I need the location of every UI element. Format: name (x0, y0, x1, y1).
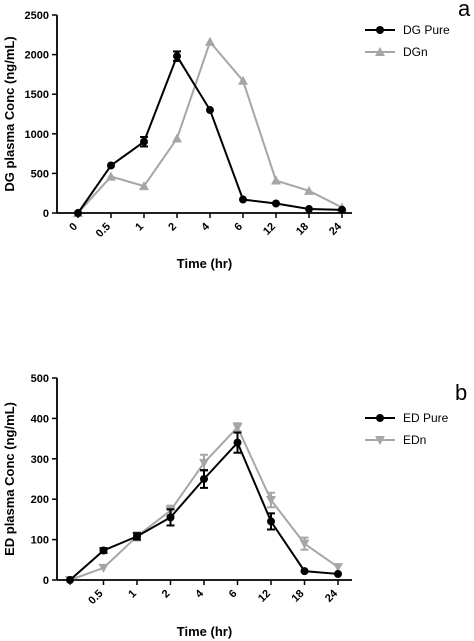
data-point (266, 496, 276, 506)
data-point (239, 195, 247, 204)
data-point (200, 475, 208, 483)
data-point (140, 137, 148, 146)
x-tick-label: 6 (227, 588, 240, 601)
data-point (206, 106, 214, 115)
x-axis-title: Time (hr) (177, 624, 232, 639)
legend-marker (376, 26, 384, 34)
data-point (172, 133, 182, 143)
data-point (173, 52, 181, 61)
legend-label: DGn (403, 45, 428, 59)
x-tick-label: 2 (166, 221, 179, 234)
y-tick-label: 0 (43, 208, 49, 220)
data-point (305, 205, 313, 214)
y-tick-label: 2000 (25, 50, 49, 62)
x-tick-label: 2 (160, 588, 173, 601)
x-tick-label: 18 (289, 588, 306, 605)
legend-marker (375, 47, 385, 56)
data-point (334, 569, 342, 578)
y-tick-label: 1000 (25, 129, 49, 141)
y-axis-title: ED plasma Conc (ng/mL) (2, 402, 17, 556)
data-point (271, 175, 281, 185)
data-point (107, 161, 115, 170)
data-point (199, 458, 209, 468)
y-tick-label: 1500 (25, 89, 49, 101)
data-point (98, 563, 109, 573)
legend-marker (376, 414, 384, 422)
x-tick-label: 0.5 (86, 588, 105, 607)
data-point (139, 181, 149, 191)
x-tick-label: 0.5 (94, 221, 113, 240)
y-tick-label: 500 (31, 168, 49, 180)
x-tick-label: 4 (199, 220, 212, 233)
y-tick-label: 200 (31, 494, 49, 506)
data-point (99, 546, 108, 555)
y-axis-title: DG plasma Conc (ng/mL) (2, 36, 17, 191)
data-point (166, 513, 175, 522)
data-point (74, 209, 82, 217)
panel-letter: a (458, 0, 471, 21)
x-tick-label: 1 (126, 588, 139, 601)
series-line (69, 425, 339, 581)
x-tick-label: 12 (261, 221, 278, 238)
series-line (77, 39, 343, 214)
y-tick-label: 300 (31, 454, 49, 466)
data-point (338, 205, 346, 214)
legend-label: ED Pure (403, 411, 449, 425)
data-point (238, 75, 248, 85)
data-point (133, 532, 141, 541)
data-point (272, 199, 280, 208)
x-tick-label: 6 (232, 221, 245, 234)
data-point (66, 576, 74, 584)
y-tick-label: 500 (31, 373, 49, 385)
data-point (299, 539, 310, 549)
x-tick-label: 4 (193, 587, 206, 600)
data-point (233, 438, 242, 447)
data-point (267, 517, 275, 526)
data-point (106, 171, 116, 181)
panel-letter: b (455, 380, 467, 405)
data-point (205, 36, 215, 46)
y-tick-label: 2500 (25, 10, 49, 22)
x-axis-title: Time (hr) (177, 256, 232, 271)
x-tick-label: 24 (323, 587, 341, 605)
x-tick-label: 18 (294, 221, 311, 238)
x-tick-label: 1 (133, 221, 146, 234)
y-tick-label: 0 (43, 575, 49, 587)
data-point (333, 563, 343, 573)
data-point (300, 567, 309, 576)
data-point (232, 423, 243, 433)
legend-label: DG Pure (403, 23, 450, 37)
x-tick-label: 24 (327, 220, 345, 238)
legend-label: EDn (403, 433, 426, 447)
x-tick-label: 0 (67, 221, 80, 234)
data-point (304, 185, 314, 195)
legend-marker (375, 436, 385, 445)
y-tick-label: 400 (31, 413, 49, 425)
y-tick-label: 100 (31, 535, 49, 547)
x-tick-label: 12 (256, 588, 273, 605)
